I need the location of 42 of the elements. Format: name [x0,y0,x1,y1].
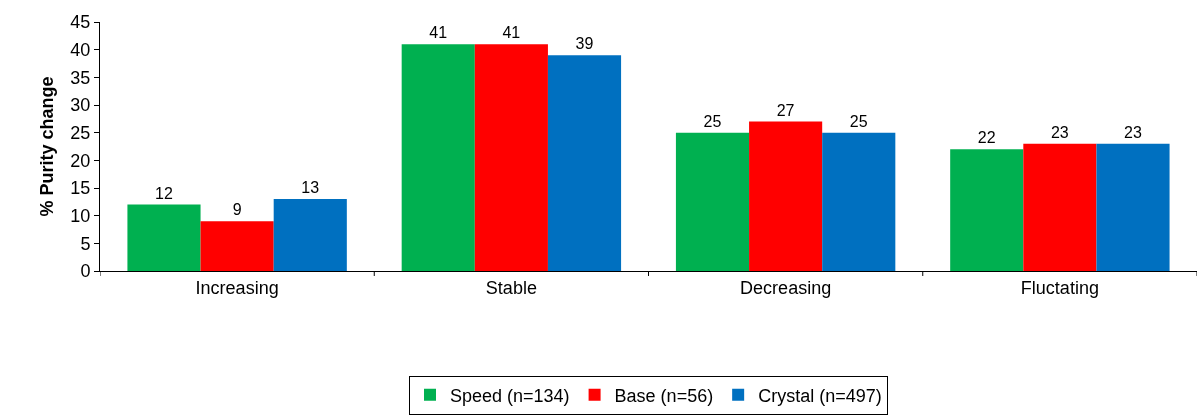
bar [474,44,548,271]
data-label: 9 [232,201,242,219]
y-tick-label: 45 [70,12,91,33]
x-tick-label: Increasing [195,277,279,298]
bar [127,204,201,271]
data-label: 23 [1124,123,1142,141]
data-label: 41 [502,24,521,42]
data-label: 25 [703,112,722,130]
data-label: 27 [776,101,795,119]
bar [675,132,750,271]
data-label: 13 [301,179,320,197]
y-tick-label: 20 [70,150,91,171]
x-tick-label: Stable [485,277,537,298]
y-tick-label: 10 [70,205,91,226]
bar [1023,143,1097,271]
data-label: 41 [429,24,448,42]
bar [822,132,896,271]
legend-label: Crystal (n=497) [758,385,882,406]
y-tick-label: 5 [80,233,91,254]
data-label: 23 [1050,123,1069,141]
y-tick-label: 15 [70,178,91,199]
bar [401,44,475,271]
y-tick-label: 30 [70,95,91,116]
bar [547,55,622,271]
y-tick-label: 25 [70,122,91,143]
data-label: 22 [977,129,996,147]
y-tick-label: 40 [70,39,91,60]
data-label: 25 [849,112,868,130]
data-label: 12 [155,184,173,202]
x-tick-label: Fluctating [1020,277,1099,298]
bar [200,221,274,271]
y-tick-label: 0 [80,261,91,282]
bar [749,121,823,271]
data-label: 39 [575,35,594,53]
y-tick-label: 35 [70,67,91,88]
bar [950,149,1024,271]
bar [273,199,347,271]
x-tick-label: Decreasing [740,277,832,298]
bar [1096,143,1170,271]
legend-label: Speed (n=134) [450,385,570,406]
legend-label: Base (n=56) [614,385,714,406]
y-axis-title: % Purity change [36,76,57,217]
